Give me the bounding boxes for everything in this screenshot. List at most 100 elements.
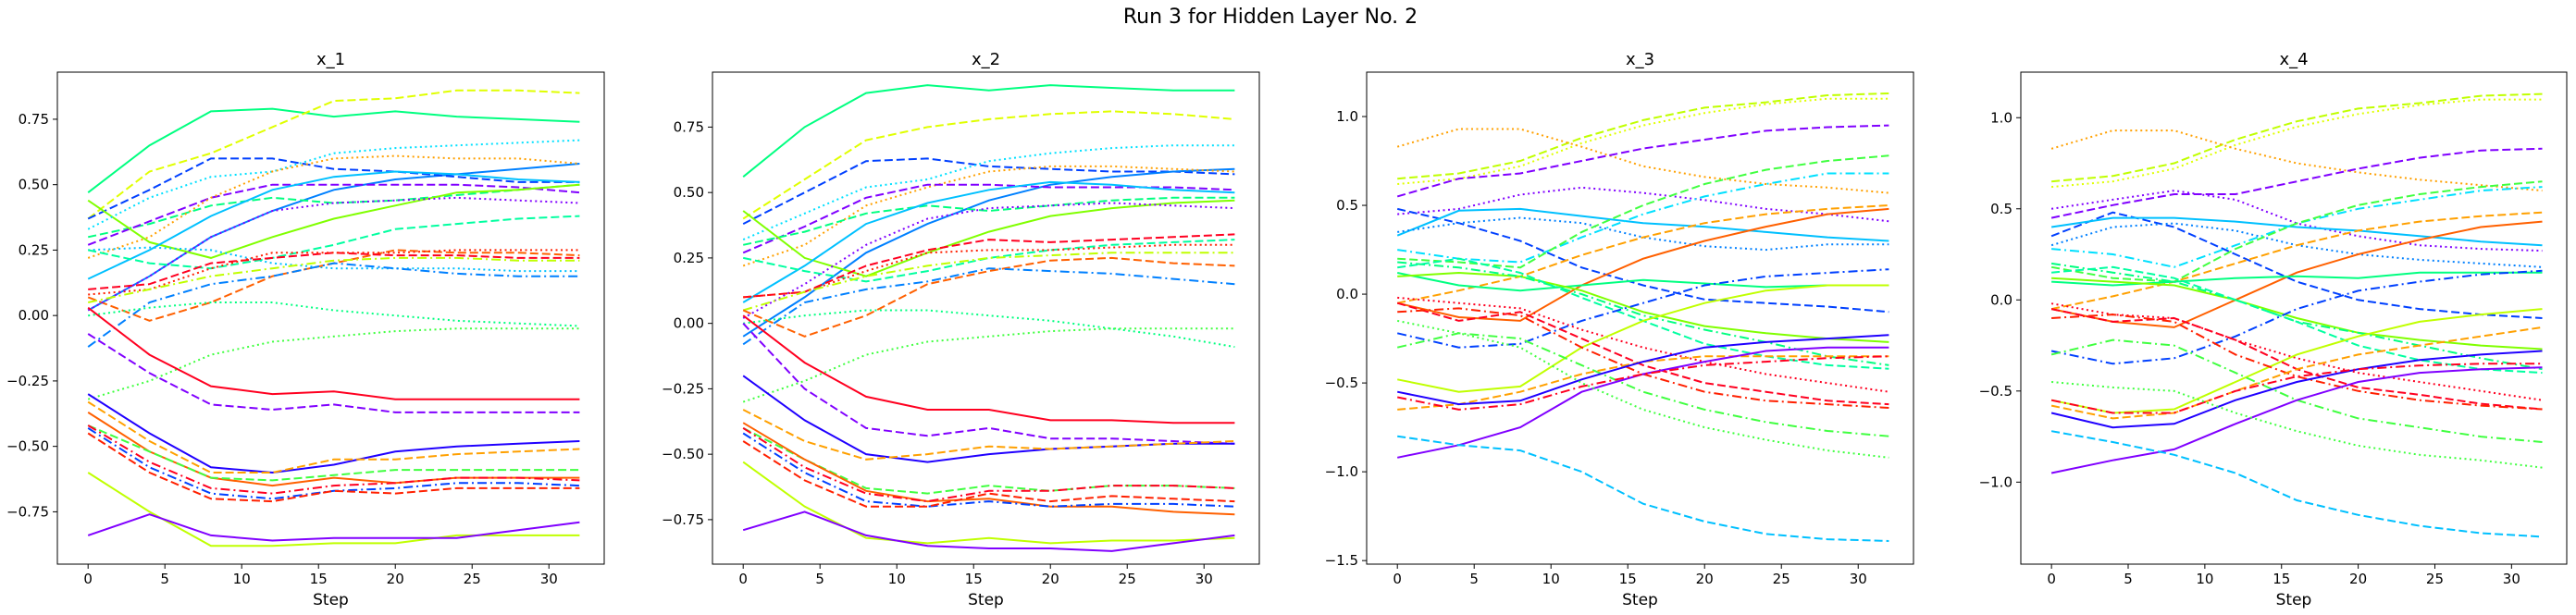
series-line	[742, 239, 1235, 283]
series-line	[742, 144, 1235, 241]
y-tick-label: −0.75	[6, 503, 49, 520]
x-tick-label: 0	[2047, 571, 2056, 587]
series-line	[1397, 355, 1889, 411]
series-line	[87, 327, 580, 400]
x-tick-label: 0	[738, 571, 748, 587]
series-line	[1397, 355, 1889, 411]
x-tick-label: 0	[83, 571, 93, 587]
x-tick-label: 30	[1195, 571, 1213, 587]
series-line	[1397, 172, 1889, 264]
series-line	[2050, 211, 2543, 319]
series-line	[2050, 216, 2543, 247]
series-line	[87, 107, 580, 193]
series-line	[87, 215, 580, 270]
series-line	[743, 233, 1235, 299]
series-line	[87, 513, 580, 542]
series-line	[742, 256, 1235, 338]
y-tick-label: −0.50	[6, 438, 49, 455]
y-tick-label: 0.5	[1336, 197, 1358, 214]
series-line	[742, 110, 1235, 220]
y-tick-label: 0.5	[1990, 201, 2012, 217]
series-line	[87, 393, 580, 474]
y-tick-label: −0.25	[6, 373, 49, 389]
series-group	[2050, 92, 2543, 538]
series-line	[742, 327, 1235, 403]
x-tick-label: 15	[2273, 571, 2290, 587]
y-tick-label: −0.50	[662, 446, 704, 462]
subplot-title: x_2	[972, 50, 1000, 69]
series-line	[87, 89, 580, 220]
x-tick-label: 10	[2196, 571, 2213, 587]
series-line	[742, 202, 1235, 319]
series-line	[2050, 147, 2543, 219]
x-tick-label: 25	[464, 571, 481, 587]
series-line	[742, 314, 1235, 424]
series-line	[2050, 363, 2543, 414]
series-line	[88, 246, 580, 273]
series-line	[87, 183, 580, 239]
series-line	[87, 139, 580, 230]
x-tick-label: 15	[310, 571, 328, 587]
series-group	[87, 89, 580, 547]
series-line	[1397, 204, 1889, 304]
series-line	[1397, 257, 1889, 370]
series-line	[1397, 154, 1889, 269]
y-tick-label: 0.75	[19, 111, 49, 128]
series-line	[2051, 271, 2543, 287]
series-line	[87, 157, 580, 220]
series-line	[2050, 326, 2543, 420]
axes-frame	[1366, 71, 1914, 565]
series-line	[2050, 338, 2543, 443]
series-group	[1396, 92, 1889, 542]
series-line	[87, 163, 580, 312]
series-line	[2050, 350, 2543, 429]
series-line	[1397, 97, 1889, 185]
x-axis-label: Step	[2276, 591, 2312, 609]
series-line	[1397, 334, 1889, 406]
y-tick-label: −1.0	[1979, 474, 2012, 490]
x-tick-label: 15	[1619, 571, 1637, 587]
series-line	[2051, 381, 2543, 469]
y-tick-label: 0.00	[19, 307, 49, 324]
series-line	[1397, 186, 1889, 223]
y-tick-label: −0.5	[1979, 383, 2012, 400]
y-tick-label: 0.0	[1336, 286, 1358, 302]
x-tick-label: 10	[888, 571, 906, 587]
series-line	[742, 157, 1235, 225]
y-tick-label: 0.25	[19, 241, 49, 258]
y-tick-label: −1.0	[1325, 463, 1358, 480]
x-tick-label: 20	[387, 571, 404, 587]
series-line	[2050, 180, 2543, 283]
series-line	[742, 167, 1235, 338]
axes-frame	[712, 71, 1260, 565]
y-tick-label: 1.0	[1336, 108, 1358, 125]
series-line	[87, 400, 580, 474]
x-tick-label: 30	[2503, 571, 2520, 587]
y-tick-label: −0.75	[662, 511, 704, 528]
series-line	[1397, 346, 1889, 459]
series-line	[2051, 265, 2543, 375]
series-line	[2050, 366, 2543, 474]
series-line	[742, 427, 1235, 503]
series-line	[2051, 314, 2543, 411]
series-line	[743, 309, 1235, 349]
series-line	[2050, 220, 2543, 328]
series-line	[742, 252, 1235, 312]
y-tick-label: −0.5	[1325, 375, 1358, 391]
series-line	[742, 432, 1235, 508]
x-tick-label: 5	[1469, 571, 1479, 587]
x-axis-label: Step	[313, 591, 349, 609]
series-line	[2051, 98, 2543, 189]
x-tick-label: 5	[815, 571, 824, 587]
series-line	[1396, 128, 1889, 194]
series-line	[2050, 211, 2543, 311]
series-line	[87, 170, 580, 280]
x-tick-label: 25	[1119, 571, 1136, 587]
series-line	[742, 84, 1235, 178]
series-line	[2051, 92, 2543, 183]
y-tick-label: 0.0	[1990, 291, 2012, 308]
series-line	[87, 183, 580, 259]
series-line	[742, 427, 1235, 495]
y-tick-label: 0.25	[674, 250, 704, 266]
